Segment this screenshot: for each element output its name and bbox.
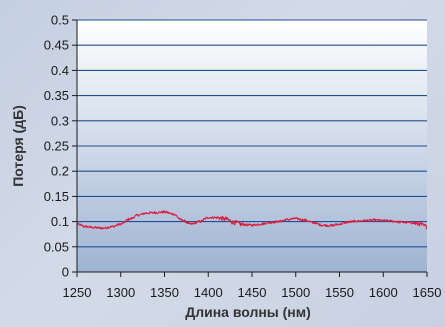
y-tick-label: 0.3 [51,113,69,128]
loss-series-line [77,210,427,230]
y-tick-label: 0.25 [44,139,69,154]
y-tick-label: 0.45 [44,38,69,53]
y-axis-title: Потеря (дБ) [10,105,26,187]
y-tick-label: 0.2 [51,164,69,179]
x-tick-label: 1500 [281,285,310,300]
y-tick-label: 0 [62,265,69,280]
y-tick-label: 0.5 [51,13,69,28]
y-tick-label: 0.1 [51,214,69,229]
y-tick-label: 0.15 [44,189,69,204]
x-tick-label: 1300 [106,285,135,300]
x-tick-label: 1550 [325,285,354,300]
y-tick-label: 0.35 [44,88,69,103]
y-tick-label: 0.05 [44,239,69,254]
x-tick-label: 1600 [369,285,398,300]
x-axis-title: Длина волны (нм) [185,304,311,320]
x-tick-label: 1650 [413,285,442,300]
x-tick-label: 1450 [238,285,267,300]
x-tick-label: 1250 [63,285,92,300]
x-tick-label: 1350 [150,285,179,300]
y-tick-label: 0.4 [51,63,69,78]
x-tick-label: 1400 [194,285,223,300]
